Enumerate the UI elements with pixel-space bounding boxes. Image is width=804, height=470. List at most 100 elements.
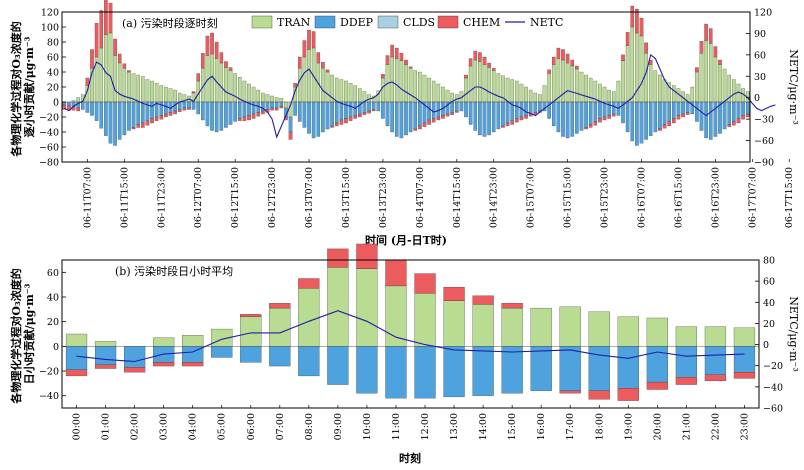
bar-chem: [127, 70, 131, 73]
bar-tran: [464, 77, 468, 103]
bar-tran: [399, 60, 404, 103]
bar-tran: [699, 53, 704, 103]
legend-tran-swatch: [251, 15, 273, 29]
bar-ddep: [164, 101, 168, 115]
bar-tran: [348, 83, 353, 103]
bar-chem: [385, 55, 390, 65]
bar-ddep: [570, 101, 575, 137]
panel-a-plot-area: [62, 0, 776, 146]
bar-tran: [302, 56, 307, 103]
x-tick-label: 06-11T15:00: [119, 167, 130, 228]
bar-tran: [611, 91, 616, 103]
bar-chem: [635, 8, 639, 34]
legend-clds-label: CLDS: [403, 16, 435, 29]
panel-b: (b) 污染时段日小时平均 60 40 20 0 −20 −40 80 60 40 20 0 −20…: [9, 243, 800, 465]
bar-chem: [443, 286, 465, 301]
bar-ddep: [288, 116, 293, 133]
bar-tran: [353, 85, 357, 103]
bar-chem: [464, 74, 468, 79]
bar-tran: [321, 68, 325, 103]
x-tick-label: 11:00: [391, 413, 402, 440]
bar-tran: [639, 35, 644, 103]
bar-chem: [559, 390, 581, 394]
x-tick-label: 16:00: [536, 413, 547, 440]
bar-tran: [646, 317, 668, 347]
bar-ddep: [414, 346, 436, 399]
bar-tran: [339, 79, 344, 103]
bar-ddep: [327, 346, 349, 385]
bar-tran: [265, 94, 270, 103]
bar-chem: [478, 52, 482, 62]
bar-ddep: [413, 101, 418, 130]
panel-b-x-label: 时刻: [399, 451, 421, 465]
y-tick-label: 20: [47, 83, 59, 94]
bar-tran: [644, 53, 648, 103]
bar-tran: [732, 79, 736, 103]
bar-chem: [85, 77, 90, 86]
bar-chem: [404, 59, 408, 65]
bar-ddep: [584, 101, 588, 128]
bar-ddep: [658, 101, 662, 129]
bar-chem: [584, 127, 588, 130]
bar-chem: [76, 107, 80, 112]
bar-tran: [154, 83, 159, 103]
bar-chem: [515, 118, 519, 123]
bar-chem: [528, 113, 533, 117]
bar-ddep: [528, 101, 533, 115]
bar-tran: [131, 73, 136, 103]
legend-chem-label: CHEM: [463, 16, 500, 29]
bar-ddep: [211, 346, 233, 358]
netc-line: [64, 53, 776, 139]
bar-ddep: [482, 101, 487, 137]
bar-tran: [219, 62, 224, 103]
bar-tran: [145, 79, 150, 103]
panel-a-x-label: 时间 (月-日T时): [365, 233, 447, 247]
bar-chem: [501, 125, 505, 128]
bar-chem: [676, 115, 681, 120]
bar-chem: [214, 41, 219, 59]
bar-chem: [602, 116, 607, 121]
bar-ddep: [94, 346, 117, 365]
bar-ddep: [745, 101, 750, 115]
bar-ddep: [699, 101, 704, 131]
bar-tran: [598, 83, 602, 103]
bar-chem: [154, 116, 159, 121]
bar-chem: [491, 68, 496, 71]
bar-chem: [408, 66, 413, 69]
bar-tran: [422, 74, 427, 103]
bar-chem: [362, 112, 367, 115]
panel-a-title: (a) 污染时段逐时刻: [122, 16, 218, 30]
bar-chem: [298, 278, 320, 289]
bar-ddep: [376, 101, 381, 112]
bar-tran: [436, 83, 441, 103]
bar-tran: [279, 98, 284, 103]
panel-b-y2-label: NETC/μg·m⁻³: [787, 296, 800, 371]
bar-chem: [224, 61, 228, 68]
bar-chem: [288, 131, 293, 140]
bar-chem: [695, 67, 699, 73]
bar-ddep: [265, 101, 270, 110]
x-tick-label: 06:00: [246, 413, 257, 440]
bar-tran: [441, 86, 445, 103]
bar-tran: [538, 94, 542, 103]
bar-tran: [630, 26, 635, 103]
bar-chem: [173, 110, 177, 115]
bar-chem: [441, 115, 445, 119]
bar-chem: [621, 54, 625, 61]
bar-chem: [510, 120, 514, 125]
x-tick-label: 06-16T23:00: [710, 167, 721, 228]
panel-a-legend: TRAN DDEP CLDS CHEM NETC: [251, 15, 563, 29]
x-tick-label: 15:00: [507, 413, 518, 440]
bar-ddep: [325, 101, 330, 130]
x-tick-label: 04:00: [188, 413, 199, 440]
bar-chem: [256, 112, 261, 117]
bar-ddep: [339, 101, 344, 121]
legend-netc-label: NETC: [530, 16, 563, 29]
bar-chem: [445, 113, 450, 117]
bar-chem: [455, 110, 459, 113]
bar-ddep: [201, 101, 205, 121]
y2-tick-label: 0: [754, 93, 760, 104]
bar-chem: [270, 107, 274, 111]
bar-chem: [141, 122, 145, 128]
bar-chem: [321, 62, 325, 69]
